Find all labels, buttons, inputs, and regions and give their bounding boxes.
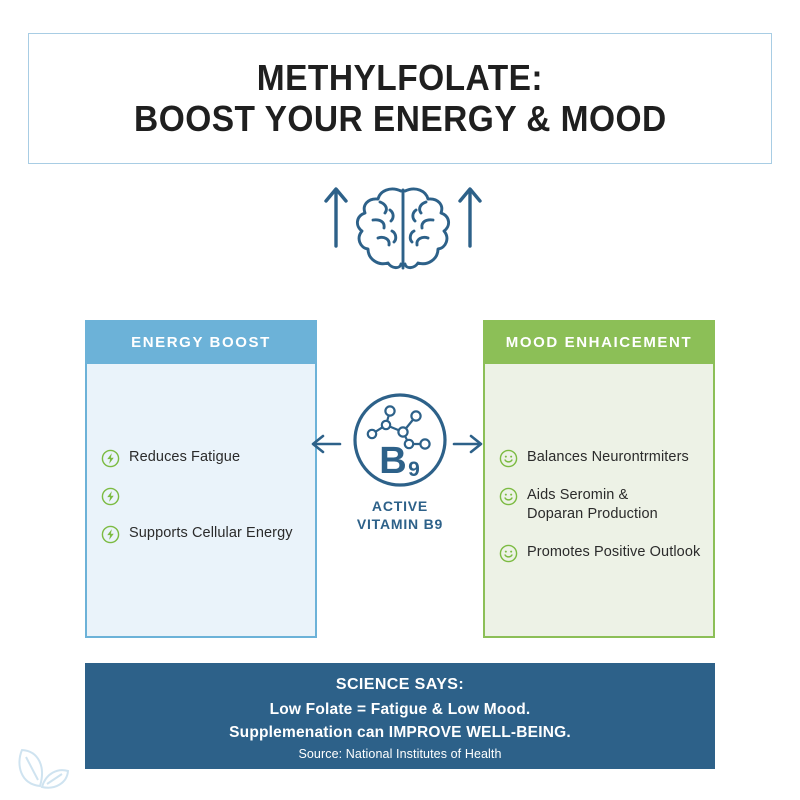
b9-caption: ACTIVE VITAMIN B9	[325, 497, 475, 534]
list-item	[87, 486, 315, 506]
arrow-right-icon	[451, 432, 485, 456]
molecule-icon	[366, 405, 431, 450]
list-item-label: Reduces Fatigue	[129, 449, 241, 465]
leaf-logo-icon	[14, 742, 72, 792]
list-item: Balances Neurontrmiters	[485, 448, 713, 468]
arrow-left-icon	[309, 432, 343, 456]
panel-energy-header: ENERGY BOOST	[85, 320, 317, 364]
list-item: Promotes Positive Outlook	[485, 543, 713, 563]
smiley-face-icon	[499, 487, 518, 506]
b9-subscript: 9	[408, 458, 420, 481]
lightning-bolt-icon	[101, 525, 120, 544]
panel-mood-enhancement: MOOD ENHAICEMENT Balances Neurontrmiters	[483, 320, 715, 638]
panel-energy-body: Reduces Fatigue Supports Cellular Energy	[85, 364, 317, 638]
list-item-label: Promotes Positive Outlook	[527, 543, 701, 560]
list-item: Reduces Fatigue	[87, 448, 315, 468]
b9-caption-line-1: ACTIVE	[371, 498, 429, 514]
science-line-1: Low Folate = Fatigue & Low Mood.	[269, 701, 531, 718]
page-title-line-2: BOOST YOUR ENERGY & MOOD	[133, 97, 667, 139]
panel-mood-body: Balances Neurontrmiters Aids Seromin & D…	[483, 364, 715, 638]
arrow-up-icon-right	[458, 187, 482, 248]
brain-hero-graphic	[318, 176, 488, 276]
b9-letter: B	[379, 440, 406, 482]
smiley-face-icon	[499, 449, 518, 468]
science-line-2: Supplemenation can IMPROVE WELL-BEING.	[229, 724, 571, 741]
list-item-label: Aids Seromin & Doparan Production	[527, 487, 658, 523]
lightning-bolt-icon	[101, 487, 120, 506]
list-item: Supports Cellular Energy	[87, 524, 315, 544]
list-item-label: Supports Cellular Energy	[129, 525, 293, 541]
b9-circle: B 9	[352, 392, 448, 488]
arrow-up-icon-left	[324, 187, 348, 248]
science-heading: SCIENCE SAYS:	[335, 676, 465, 693]
panel-mood-header: MOOD ENHAICEMENT	[483, 320, 715, 364]
vitamin-b9-badge: B 9 ACTIVE VITAMIN B9	[325, 392, 475, 534]
science-says-banner: SCIENCE SAYS: Low Folate = Fatigue & Low…	[85, 663, 715, 769]
smiley-face-icon	[499, 544, 518, 563]
list-item-label: Balances Neurontrmiters	[527, 449, 689, 465]
brain-icon	[356, 187, 450, 270]
title-frame: METHYLFOLATE: BOOST YOUR ENERGY & MOOD	[28, 33, 772, 164]
page-title-line-1: METHYLFOLATE:	[256, 57, 544, 99]
list-item: Aids Seromin & Doparan Production	[485, 486, 713, 525]
panel-energy-boost: ENERGY BOOST Reduces Fatigue	[85, 320, 317, 638]
lightning-bolt-icon	[101, 449, 120, 468]
b9-caption-line-2: VITAMIN B9	[356, 516, 444, 533]
science-source: Source: National Institutes of Health	[298, 747, 502, 761]
